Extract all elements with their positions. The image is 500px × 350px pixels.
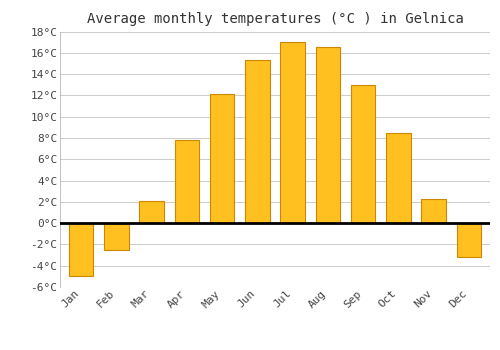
Bar <box>140 201 164 223</box>
Bar <box>104 223 128 250</box>
Bar <box>174 140 199 223</box>
Bar <box>280 42 305 223</box>
Bar <box>210 94 234 223</box>
Bar <box>69 223 94 276</box>
Bar <box>386 133 410 223</box>
Bar <box>422 199 446 223</box>
Bar <box>245 60 270 223</box>
Bar <box>316 48 340 223</box>
Bar <box>456 223 481 257</box>
Title: Average monthly temperatures (°C ) in Gelnica: Average monthly temperatures (°C ) in Ge… <box>86 12 464 26</box>
Bar <box>351 85 376 223</box>
